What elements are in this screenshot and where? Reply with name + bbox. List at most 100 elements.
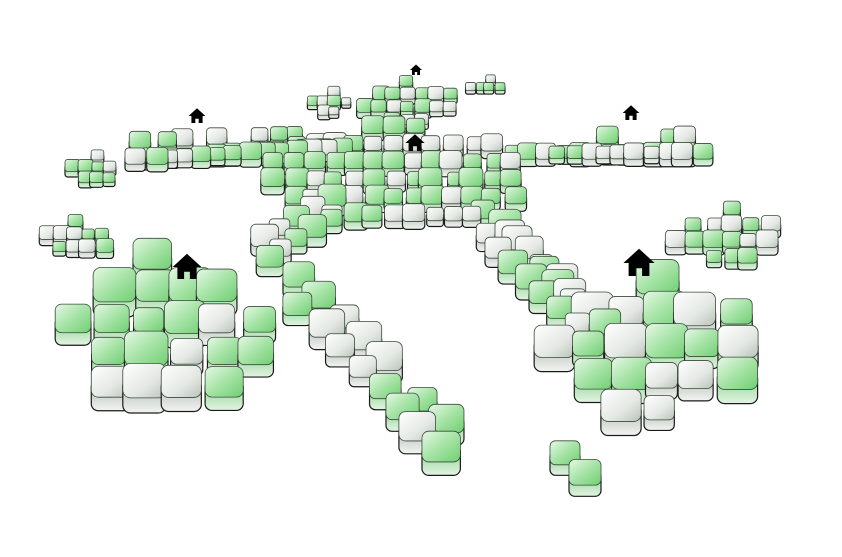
cube-top (262, 152, 284, 169)
cube-top (282, 291, 313, 316)
cube (533, 324, 576, 373)
cube-top (78, 238, 96, 253)
cube-top (239, 141, 262, 160)
cube-top (328, 106, 340, 116)
cube (38, 225, 58, 247)
cube (124, 147, 146, 172)
cube-top (89, 171, 104, 183)
cube-top (54, 303, 92, 334)
cube (644, 362, 679, 400)
cube-top (362, 168, 386, 187)
cube-top (720, 214, 743, 232)
cube-top (308, 308, 346, 338)
cube (643, 145, 660, 165)
cube-top (303, 151, 326, 169)
cube (670, 142, 694, 168)
cube (175, 148, 194, 169)
cube-top (572, 330, 605, 357)
cube-top (717, 324, 759, 358)
cube-top (480, 133, 503, 152)
cube-top (400, 101, 414, 113)
cube-top (382, 115, 406, 134)
cube-top (420, 185, 445, 205)
cube-top (90, 149, 105, 161)
cube (623, 142, 645, 167)
cube-top (361, 204, 383, 222)
cube (737, 247, 758, 271)
cube (146, 146, 169, 173)
cube-top (596, 125, 619, 144)
cube (426, 206, 445, 228)
cube-top (720, 298, 753, 325)
cube-top (494, 82, 506, 91)
cube-top (93, 304, 130, 334)
cube-top (549, 440, 581, 466)
cube (494, 82, 506, 95)
cube-top (92, 267, 137, 303)
cube-top (237, 335, 274, 366)
cube-top (81, 228, 95, 240)
cube-top (398, 75, 414, 87)
cube-top (684, 217, 702, 231)
cube-top (643, 395, 675, 421)
cube-top (323, 171, 342, 186)
cube (160, 364, 202, 413)
cube-top (381, 150, 405, 170)
cube (428, 100, 445, 118)
cube-top (306, 170, 327, 187)
cube-top (716, 356, 759, 390)
cube-top (499, 151, 521, 169)
cube (102, 172, 116, 188)
cube (356, 98, 375, 119)
cube-top (702, 229, 726, 248)
cube-top (684, 328, 720, 357)
cube-top (243, 306, 276, 333)
cube-top (285, 167, 310, 187)
cube-top (326, 94, 341, 107)
cube-top (369, 373, 402, 400)
cube-top (442, 100, 457, 113)
cube-top (361, 115, 385, 134)
cube (122, 362, 167, 414)
cube-top (327, 85, 341, 97)
cube-top (504, 186, 527, 205)
cube-top (255, 245, 284, 268)
cube-top (341, 97, 352, 106)
cube (421, 430, 461, 476)
cube (549, 440, 581, 476)
cube-top (548, 145, 565, 159)
cube-top (755, 229, 779, 248)
cube (464, 82, 477, 95)
cube (89, 171, 104, 188)
cube (204, 366, 244, 412)
cube (341, 97, 352, 109)
cube-top (595, 145, 612, 159)
cube-top (402, 203, 426, 222)
cube (443, 87, 458, 105)
cube-top (170, 337, 204, 365)
cube-top (406, 117, 426, 134)
cube-top (146, 146, 169, 165)
cube-top (742, 217, 760, 231)
cube-top (399, 86, 416, 100)
cube-top (600, 388, 642, 422)
cube-top (438, 150, 463, 170)
cube-top (458, 167, 484, 188)
cube-top (383, 188, 403, 204)
cube-top (91, 336, 126, 365)
cube (684, 230, 706, 255)
cube (328, 106, 340, 119)
cube-top (664, 230, 687, 248)
cube-top (91, 161, 104, 172)
cube-top (420, 135, 441, 151)
cube-top (128, 130, 152, 149)
cube-top (66, 226, 83, 240)
cube-top (270, 126, 288, 141)
cube-top (94, 227, 109, 240)
cube (77, 238, 96, 259)
cube (643, 395, 675, 432)
cube-top (573, 358, 613, 390)
cube-top (441, 186, 464, 205)
cube (398, 75, 414, 92)
cube-top (677, 360, 714, 390)
